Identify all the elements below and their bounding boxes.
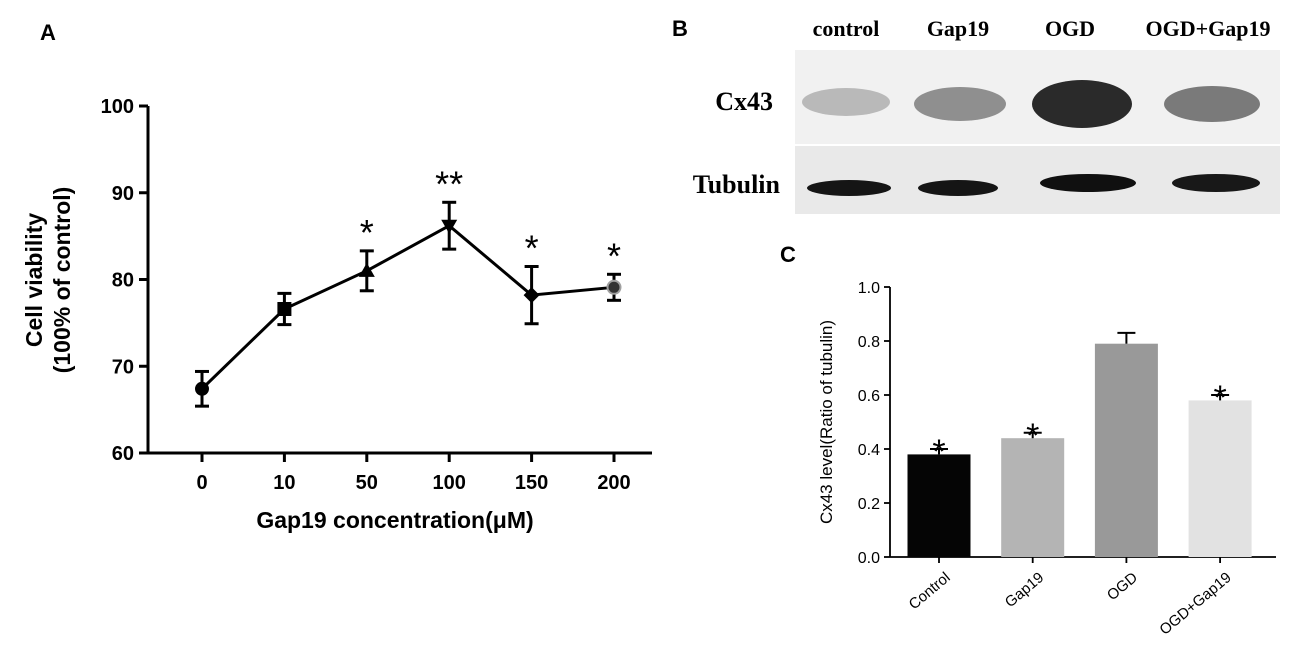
band-tubulin-ogd [1040,174,1136,192]
band-cx43-ogd-gap19 [1164,86,1260,122]
chart-a-significance-50: * [360,212,374,253]
chart-c-bar-gap19 [1001,438,1065,557]
chart-a-xtick-label-10: 10 [273,472,295,494]
chart-a-ytick-label-60: 60 [112,443,134,465]
chart-a-ytick-label-100: 100 [101,96,134,118]
chart-a-xtick-label-0: 0 [196,472,207,494]
chart-a-point-10 [277,301,292,316]
row-label-tubulin: Tubulin [693,170,781,199]
band-cx43-gap19 [914,87,1006,121]
chart-c-xtick-label-control: Control [906,569,954,613]
chart-a-series-line [200,223,615,390]
chart-a-significance-100: ** [435,163,463,204]
row-label-cx43: Cx43 [715,87,773,116]
panel-a-letter: A [40,20,56,45]
chart-a-ylabel-line2: (100% of control) [49,187,75,374]
chart-c-xtick-label-ogd-gap19: OGD+Gap19 [1156,569,1234,639]
lane-label-control: control [813,16,880,41]
cell-viability-line-chart: Cell viability (100% of control) Gap19 c… [21,96,652,533]
chart-a-xlabel: Gap19 concentration(μM) [256,507,533,533]
chart-c-bar-control [907,454,971,557]
chart-a-xtick-label-200: 200 [597,472,630,494]
chart-a-point-50 [358,262,375,277]
chart-c-ytick-label-0-6: 0.6 [858,388,880,405]
chart-c-xtick-label-gap19: Gap19 [1002,569,1047,611]
chart-c-bar-ogd-gap19 [1188,400,1252,557]
chart-c-significance-control: * [932,433,945,471]
chart-a-significance-150: * [525,227,539,268]
chart-c-ytick-label-0-2: 0.2 [858,496,880,513]
western-blot: control Gap19 OGD OGD+Gap19 Cx43 Tubulin [693,16,1280,214]
band-tubulin-ogd-gap19 [1172,174,1260,192]
cx43-level-bar-chart: Cx43 level(Ratio of tubulin) 0.0 0.2 0.4 0.… [817,280,1276,639]
chart-c-significance-gap19: * [1026,417,1039,455]
band-cx43-ogd [1032,80,1132,128]
chart-a-ylabel-line1: Cell viability [21,213,47,347]
chart-a-point-200 [606,279,622,295]
chart-a-point-100 [441,219,458,234]
chart-a-ytick-label-80: 80 [112,270,134,292]
chart-c-ytick-label-0-8: 0.8 [858,334,880,351]
chart-c-ytick-label-0-0: 0.0 [858,550,880,567]
chart-a-xtick-label-50: 50 [356,472,378,494]
chart-a-ytick-label-70: 70 [112,356,134,378]
chart-c-ylabel: Cx43 level(Ratio of tubulin) [817,320,836,524]
chart-a-xtick-label-100: 100 [433,472,466,494]
lane-label-ogd: OGD [1045,16,1095,41]
chart-a-xtick-label-150: 150 [515,472,548,494]
chart-c-bar-ogd [1094,343,1158,557]
chart-c-significance-ogd-gap19: * [1213,379,1226,417]
lane-label-ogd-gap19: OGD+Gap19 [1146,16,1271,41]
chart-c-ytick-label-1-0: 1.0 [858,280,880,297]
band-tubulin-control [807,180,891,196]
chart-a-point-150 [523,287,540,304]
chart-c-xtick-label-ogd: OGD [1104,569,1141,604]
band-cx43-control [802,88,890,116]
band-tubulin-gap19 [918,180,998,196]
chart-a-ytick-label-90: 90 [112,183,134,205]
chart-a-significance-200: * [607,235,621,276]
panel-b-letter: B [672,16,688,41]
panel-c-letter: C [780,242,796,267]
lane-label-gap19: Gap19 [927,16,989,41]
chart-c-ytick-label-0-4: 0.4 [858,442,880,459]
chart-a-point-0 [195,381,209,396]
